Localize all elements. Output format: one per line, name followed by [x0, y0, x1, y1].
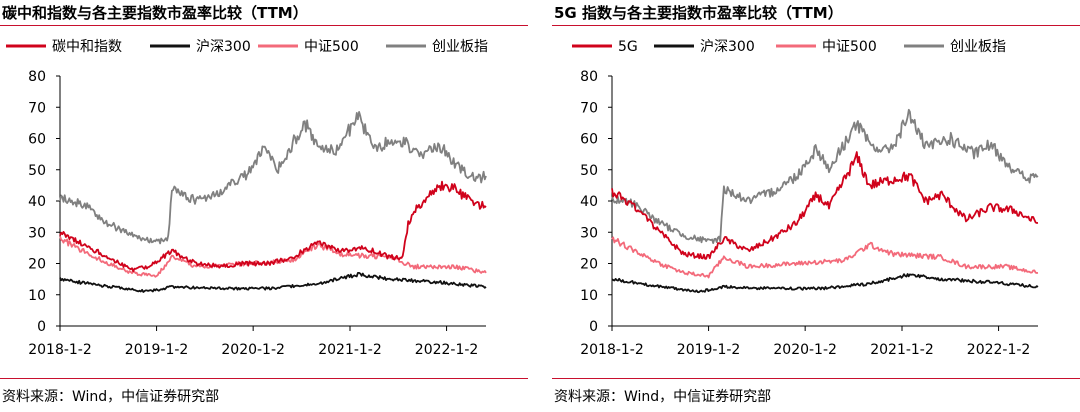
series-line-0 [59, 180, 487, 273]
y-tick-label: 80 [580, 69, 598, 85]
y-tick-label: 10 [580, 288, 598, 304]
source-note: 资料来源：Wind，中信证券研究部 [554, 389, 772, 405]
legend-label-1: 沪深300 [196, 39, 251, 55]
y-tick-label: 0 [589, 319, 598, 335]
series-line-2 [611, 236, 1039, 279]
series-line-2 [59, 236, 487, 278]
series-line-3 [59, 111, 487, 245]
y-tick-label: 40 [580, 194, 598, 210]
legend-label-2: 中证500 [822, 39, 877, 55]
x-tick-label: 2021-1-2 [318, 342, 382, 358]
y-tick-label: 70 [580, 100, 598, 116]
x-tick-label: 2018-1-2 [28, 342, 92, 358]
y-tick-label: 50 [28, 163, 46, 179]
x-tick-label: 2020-1-2 [773, 342, 837, 358]
source-note: 资料来源：Wind，中信证券研究部 [2, 389, 220, 405]
line-chart-5g: 0 10 20 30 40 50 60 70 80 2018-1-2 2019-1-2 2020-1-… [572, 39, 1039, 358]
legend-label-0: 碳中和指数 [52, 39, 122, 55]
legend-label-1: 沪深300 [700, 39, 755, 55]
x-tick-label: 2019-1-2 [125, 342, 189, 358]
y-tick-label: 80 [28, 69, 46, 85]
y-tick-label: 30 [28, 225, 46, 241]
title-rule [0, 25, 528, 26]
chart-title: 碳中和指数与各主要指数市盈率比较（TTM） [2, 4, 308, 22]
y-tick-label: 50 [580, 163, 598, 179]
y-tick-label: 60 [28, 132, 46, 148]
legend-label-2: 中证500 [304, 39, 359, 55]
source-rule [552, 378, 1080, 379]
x-tick-label: 2022-1-2 [415, 342, 479, 358]
series-line-3 [611, 108, 1039, 244]
legend-label-0: 5G [618, 39, 638, 55]
chart-title: 5G 指数与各主要指数市盈率比较（TTM） [554, 4, 843, 22]
series-line-0 [611, 151, 1039, 260]
x-tick-label: 2019-1-2 [677, 342, 741, 358]
chart-panel-carbon: 碳中和指数与各主要指数市盈率比较（TTM） 0 10 20 30 40 50 60 70 80 2… [0, 0, 532, 412]
title-rule [552, 25, 1080, 26]
source-rule [0, 378, 528, 379]
y-tick-label: 10 [28, 288, 46, 304]
legend-label-3: 创业板指 [950, 39, 1006, 55]
y-tick-label: 70 [28, 100, 46, 116]
y-tick-label: 60 [580, 132, 598, 148]
series-line-1 [611, 273, 1039, 294]
x-tick-label: 2021-1-2 [870, 342, 934, 358]
y-tick-label: 40 [28, 194, 46, 210]
line-chart-carbon: 0 10 20 30 40 50 60 70 80 2018-1-2 2019-1-2 2020-1-… [6, 39, 488, 358]
legend-label-3: 创业板指 [432, 39, 488, 55]
x-tick-label: 2018-1-2 [580, 342, 644, 358]
y-tick-label: 0 [37, 319, 46, 335]
y-tick-label: 30 [580, 225, 598, 241]
y-tick-label: 20 [580, 257, 598, 273]
chart-panel-5g: 5G 指数与各主要指数市盈率比较（TTM） 0 10 20 30 40 50 60 70 80 2… [552, 0, 1080, 412]
x-tick-label: 2022-1-2 [967, 342, 1031, 358]
series-line-1 [59, 272, 487, 293]
x-tick-label: 2020-1-2 [221, 342, 285, 358]
y-tick-label: 20 [28, 257, 46, 273]
